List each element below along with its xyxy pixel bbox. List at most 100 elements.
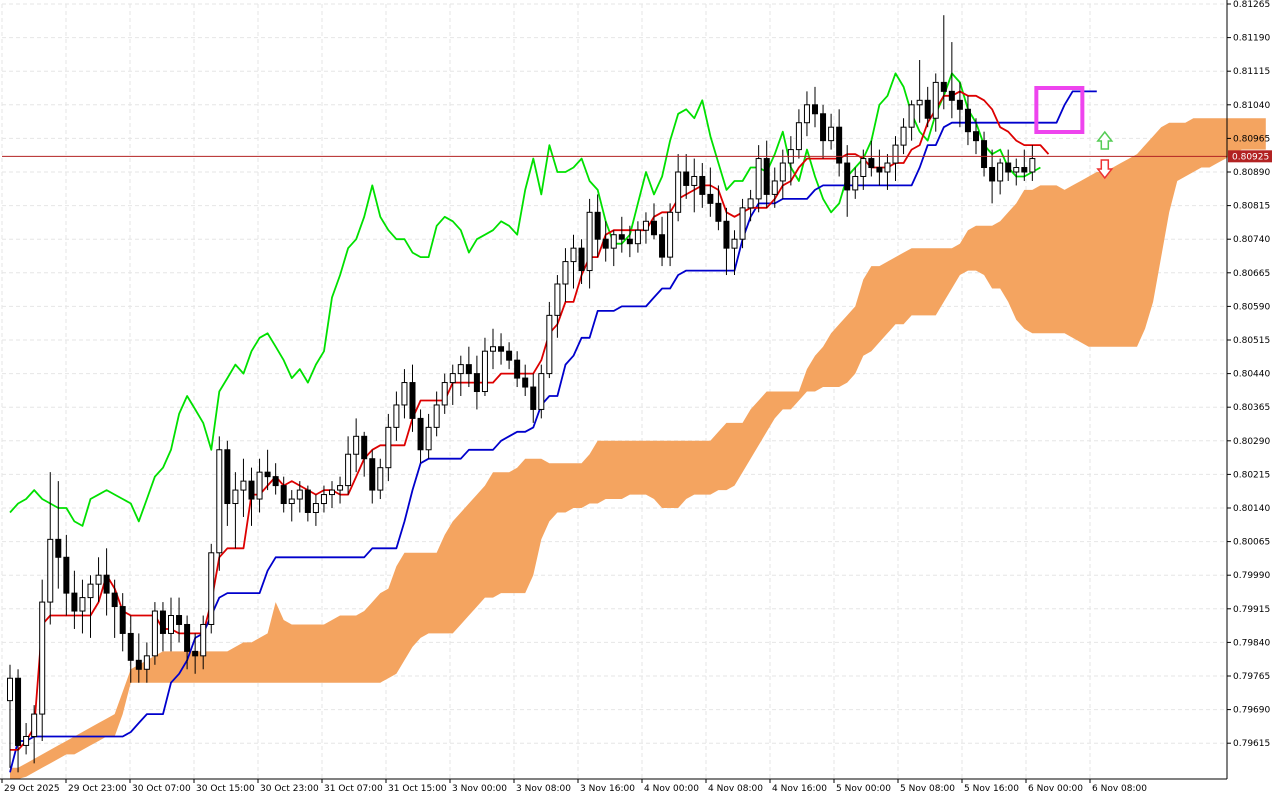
candle-body: [385, 426, 392, 469]
candle-body: [642, 220, 649, 231]
candle-body: [208, 552, 215, 625]
candle-body: [570, 247, 577, 263]
candle-body: [296, 489, 303, 500]
candle-body: [707, 193, 714, 204]
candle-body: [361, 435, 368, 460]
y-tick-label: 0.79990: [1233, 571, 1270, 581]
candle-body: [675, 171, 682, 213]
candle-body: [1005, 162, 1012, 173]
y-tick-label: 0.80665: [1233, 269, 1270, 279]
y-tick-label: 0.80065: [1233, 538, 1270, 548]
candle-body: [473, 373, 480, 393]
candle-body: [755, 158, 762, 200]
candle-body: [948, 90, 955, 101]
y-tick-label: 0.81115: [1233, 67, 1270, 77]
candle-body: [602, 238, 609, 249]
candle-body: [119, 606, 126, 634]
candle-body: [393, 404, 400, 428]
y-tick-label: 0.81040: [1233, 101, 1270, 111]
candle-body: [353, 435, 360, 455]
candle-body: [506, 350, 513, 361]
x-tick-label: 4 Nov 16:00: [772, 784, 827, 794]
x-tick-label: 6 Nov 00:00: [1028, 784, 1083, 794]
candle-body: [465, 364, 472, 375]
candle-body: [111, 592, 118, 608]
grid-lines: [1, 3, 1227, 779]
candle-body: [900, 126, 907, 146]
x-tick-label: 5 Nov 00:00: [836, 784, 891, 794]
candle-body: [95, 574, 102, 585]
current-price-label: 0.80925: [1232, 152, 1269, 162]
arrow-down-icon: [1096, 159, 1114, 180]
candle-body: [184, 623, 191, 652]
candle-body: [55, 538, 62, 558]
candle-body: [304, 489, 311, 513]
x-tick-label: 3 Nov 16:00: [580, 784, 635, 794]
candle-body: [812, 104, 818, 115]
candle-body: [63, 556, 70, 594]
candle-body: [176, 615, 183, 625]
candle-body: [820, 113, 827, 142]
candle-body: [329, 489, 335, 496]
candle-body: [868, 158, 875, 169]
time-axis[interactable]: 29 Oct 2025 29 Oct 23:00 30 Oct 07:00 30 Oc…: [0, 778, 1227, 794]
crossover-highlight-box: [1034, 86, 1085, 134]
candle-body: [844, 162, 851, 191]
candle-body: [530, 386, 537, 410]
y-tick-label: 0.80140: [1233, 504, 1270, 514]
candle-body: [401, 382, 408, 406]
candle-body: [795, 122, 802, 151]
candle-body: [618, 234, 625, 240]
candle-body: [554, 283, 561, 316]
candle-body: [192, 650, 199, 657]
candle-body: [409, 382, 416, 419]
x-tick-label: 5 Nov 08:00: [900, 784, 955, 794]
candle-body: [667, 211, 674, 258]
candle-body: [803, 104, 810, 124]
candle-body: [514, 359, 521, 379]
y-tick-label: 0.80365: [1233, 403, 1270, 413]
candle-body: [135, 659, 142, 670]
candle-body: [1021, 167, 1028, 173]
candle-body: [836, 126, 843, 164]
candle-body: [1013, 167, 1020, 173]
price-axis[interactable]: 0.81265 0.81190 0.81115 0.81040 0.80965 0.808…: [1226, 0, 1272, 779]
candle-body: [143, 655, 150, 670]
candle-body: [828, 126, 835, 142]
y-tick-label: 0.80215: [1233, 470, 1270, 480]
candle-body: [490, 346, 496, 352]
x-tick-label: 3 Nov 00:00: [452, 784, 507, 794]
candle-body: [771, 180, 778, 195]
candle-body: [989, 167, 996, 182]
candle-body: [79, 597, 86, 612]
candle-body: [417, 417, 424, 451]
candle-body: [23, 735, 30, 746]
candle-body: [699, 175, 706, 195]
candle-body: [626, 238, 633, 245]
candle-body: [940, 81, 947, 92]
candle-body: [280, 485, 287, 505]
x-tick-label: 29 Oct 2025: [4, 784, 60, 794]
candle-body: [723, 220, 730, 249]
candle-body: [860, 158, 867, 177]
candle-body: [981, 140, 988, 169]
candle-body: [449, 373, 456, 384]
candle-body: [763, 158, 770, 195]
candle-body: [441, 382, 448, 406]
y-tick-label: 0.80590: [1233, 302, 1270, 312]
candle-body: [232, 489, 239, 505]
candle-body: [240, 480, 247, 491]
y-tick-label: 0.81190: [1233, 34, 1270, 44]
candle-body: [256, 471, 263, 500]
y-tick-label: 0.79765: [1233, 672, 1270, 682]
candle-body: [578, 247, 585, 272]
x-tick-label: 30 Oct 07:00: [132, 784, 191, 794]
candle-body: [924, 99, 931, 119]
candle-body: [264, 471, 271, 478]
candle-body: [852, 175, 859, 191]
candle-body: [683, 171, 690, 186]
kijun-projection-line: [1048, 90, 1097, 124]
candle-body: [369, 458, 376, 491]
